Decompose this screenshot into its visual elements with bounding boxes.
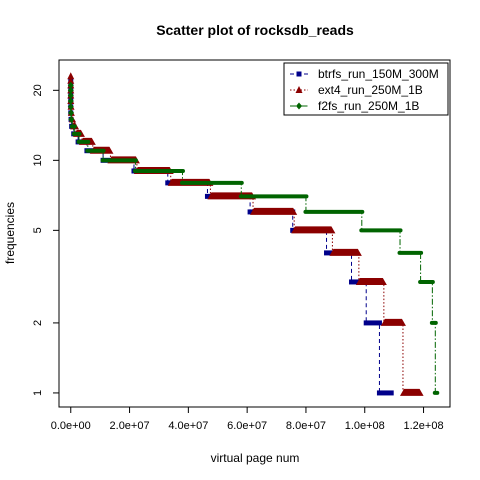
legend: btrfs_run_150M_300M ext4_run_250M_1B f2fs_… [283, 62, 449, 116]
series-3-point-run [85, 148, 106, 153]
series-3-point-run [303, 209, 365, 214]
series-3-point [67, 97, 74, 105]
series-2-point-run [291, 226, 336, 234]
series-1 [68, 78, 394, 396]
series-1-point-run [376, 390, 394, 396]
series-3-point [67, 81, 74, 89]
series-3-point [67, 103, 74, 111]
x-tick-label: 6.0e+07 [227, 420, 267, 432]
series-3-point-run [359, 228, 403, 233]
legend-label-3: f2fs_run_250M_1B [318, 99, 419, 113]
x-tick-label: 8.0e+07 [286, 420, 326, 432]
series-3-line [70, 85, 437, 394]
y-axis: 1 2 5 10 20 [32, 84, 60, 396]
x-axis: 0.0e+00 2.0e+07 4.0e+07 6.0e+07 8.0e+07 1.0e+… [51, 406, 444, 432]
x-tick-label: 2.0e+07 [110, 420, 150, 432]
series-2-point [67, 72, 75, 80]
series-2 [67, 72, 424, 396]
series-3-point-run [238, 194, 309, 199]
series-3-point-run [132, 168, 185, 173]
series-2-point-run [329, 248, 362, 256]
series-3-point-run [69, 124, 77, 129]
series-2-point [67, 76, 75, 84]
series-3-point [68, 115, 75, 123]
series-1-point-run [363, 320, 382, 326]
x-tick-label: 1.0e+08 [345, 420, 385, 432]
chart-title: Scatter plot of rocksdb_reads [156, 22, 354, 38]
series-2-point-run [380, 318, 406, 326]
x-tick-label: 1.2e+08 [404, 420, 444, 432]
plot-area [67, 72, 440, 396]
series-3-point-run [71, 131, 82, 136]
series-3-point-run [179, 180, 244, 185]
x-tick-label: 4.0e+07 [168, 420, 208, 432]
series-3-point [68, 109, 75, 117]
series-3-point-run [76, 139, 91, 144]
legend-marker-3 [296, 102, 302, 110]
series-3-point-run [429, 320, 438, 325]
y-tick-label: 5 [32, 227, 44, 233]
series-2-point-run [399, 388, 424, 396]
series-1-line [70, 80, 392, 394]
legend-box [283, 62, 449, 116]
series-3 [67, 81, 440, 395]
y-tick-label: 2 [32, 320, 44, 326]
series-2-point-run [355, 277, 387, 285]
series-3-point [67, 86, 74, 94]
legend-marker-1 [296, 71, 302, 77]
series-2-line [70, 76, 421, 394]
y-tick-label: 1 [32, 390, 44, 396]
series-3-point-run [100, 158, 138, 163]
y-axis-label: frequencies [3, 202, 17, 264]
legend-label-1: btrfs_run_150M_300M [318, 67, 439, 81]
series-3-point-run [432, 390, 440, 395]
x-axis-label: virtual page num [211, 451, 300, 465]
legend-label-2: ext4_run_250M_1B [318, 83, 423, 97]
legend-marker-2 [295, 86, 303, 93]
y-tick-label: 10 [32, 154, 44, 166]
series-3-point-run [418, 279, 435, 284]
x-tick-label: 0.0e+00 [51, 420, 91, 432]
series-2-point-run [250, 207, 298, 215]
series-3-point [67, 91, 74, 99]
series-3-point-run [397, 250, 424, 255]
y-tick-label: 20 [32, 84, 44, 96]
